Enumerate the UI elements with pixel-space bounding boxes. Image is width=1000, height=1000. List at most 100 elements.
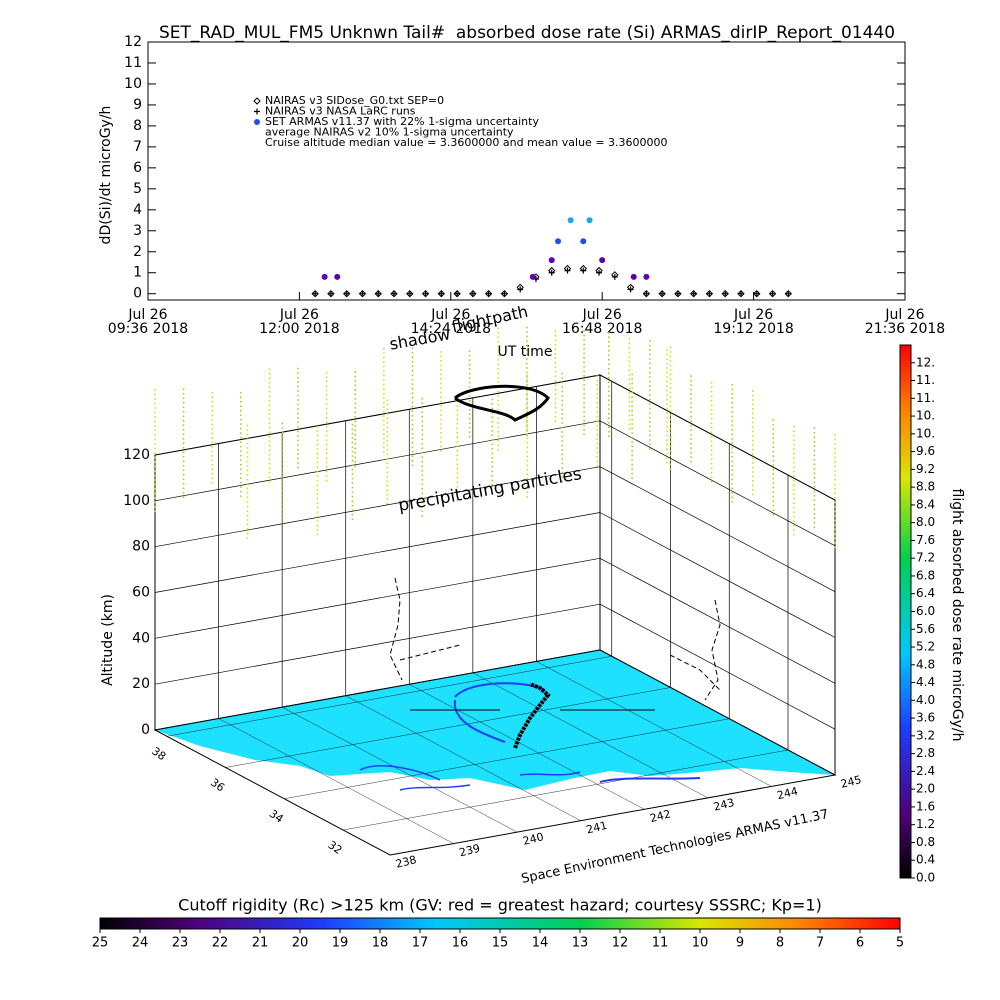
- marker-plus: [690, 290, 697, 297]
- x-tick-label: 245: [839, 773, 863, 791]
- legend-note: Cruise altitude median value = 3.3600000…: [265, 136, 668, 149]
- marker-plus: [517, 286, 524, 293]
- grid-line: [599, 420, 836, 547]
- grid-line: [599, 374, 836, 501]
- marker-circle: [548, 257, 555, 264]
- y-tick-label: 6: [133, 160, 142, 176]
- grid-line: [599, 466, 836, 592]
- colorbar-tick-label: 12: [612, 936, 629, 951]
- z-axis-label: Altitude (km): [100, 594, 116, 686]
- colorbar-tick-label: 2.0: [916, 782, 935, 796]
- x-tick-label: Jul 26: [430, 307, 470, 323]
- colorbar-tick-label: 6: [856, 936, 864, 951]
- colorbar-tick-label: 8.8: [916, 480, 935, 494]
- colorbar-tick-label: 15: [492, 936, 509, 951]
- grid-line: [342, 749, 789, 831]
- colorbar-tick-label: 11: [652, 936, 669, 951]
- marker-plus: [422, 290, 429, 297]
- marker-circle: [643, 273, 650, 280]
- dashed-track: [389, 577, 721, 701]
- marker-circle: [567, 217, 574, 224]
- grid-line: [154, 512, 601, 593]
- colorbar-tick-label: 10.: [916, 409, 935, 423]
- x-tick-label: 16:48 2018: [562, 321, 642, 337]
- marker-circle: [321, 273, 328, 280]
- z-tick-label: 0: [141, 722, 150, 738]
- y-tick-label: 4: [133, 202, 142, 218]
- colorbar-tick-label: 10.: [916, 426, 935, 440]
- x-tick-label: 14:24 2018: [411, 321, 491, 337]
- colorbar-tick-label: 13: [572, 936, 589, 951]
- z-tick-label: 60: [132, 585, 150, 601]
- grid-line: [345, 695, 581, 821]
- x-tick-label: Jul 26: [279, 307, 319, 323]
- marker-plus: [454, 290, 461, 297]
- legend-label: SET ARMAS v11.37 with 22% 1-sigma uncert…: [265, 115, 539, 128]
- grid-line: [472, 672, 708, 799]
- marker-circle: [580, 238, 587, 245]
- colorbar-tick-label: 8: [776, 936, 784, 951]
- marker-plus: [722, 290, 729, 297]
- y-axis-label: dD(Si)/dt microGy/h: [98, 106, 114, 245]
- grid-line: [166, 656, 612, 737]
- grid-line: [599, 649, 836, 776]
- z-tick-label: 80: [132, 539, 150, 555]
- marker-plus: [548, 269, 555, 276]
- colorbar-tick-label: 16: [452, 936, 469, 951]
- marker-plus: [312, 290, 319, 297]
- marker-circle: [254, 119, 260, 125]
- marker-plus: [254, 108, 260, 115]
- x-tick-label: 242: [649, 807, 673, 825]
- z-tick-label: 40: [132, 630, 150, 646]
- colorbar-tick-label: 23: [172, 936, 189, 951]
- colorbar-tick-label: 24: [132, 936, 149, 951]
- x-tick-label: Jul 26: [733, 307, 773, 323]
- grid-line: [599, 512, 836, 638]
- colorbar-tick-label: 20: [292, 936, 309, 951]
- x-tick-label: Jul 26: [884, 307, 924, 323]
- grid-line: [225, 687, 671, 768]
- marker-plus: [659, 290, 666, 297]
- colorbar-tick-label: 5.6: [916, 622, 935, 636]
- y-tick-label: 2: [133, 244, 142, 260]
- colorbar-tick-label: 7: [816, 936, 824, 951]
- grid-line: [409, 684, 645, 810]
- colorbar-tick-label: 11.: [916, 391, 935, 405]
- z-tick-label: 20: [132, 676, 150, 692]
- x-tick-label: 240: [521, 830, 545, 848]
- marker-plus: [785, 290, 792, 297]
- colorbar-tick-label: 5: [896, 936, 904, 951]
- colorbar-tick-label: 9.2: [916, 462, 935, 476]
- grid-line: [218, 718, 454, 844]
- colorbar-tick-label: 12.: [916, 355, 935, 369]
- colorbar-tick-label: 0.4: [916, 853, 935, 867]
- contour: [359, 765, 581, 791]
- colorbar-tick-label: 4.4: [916, 675, 935, 689]
- x-tick-label: 241: [585, 819, 609, 837]
- y-tick-label: 5: [133, 181, 142, 197]
- colorbar-tick-label: 10: [692, 936, 709, 951]
- y-tick-label: 12: [124, 34, 142, 50]
- marker-plus: [643, 290, 650, 297]
- marker-circle: [529, 273, 536, 280]
- y-tick-label: 9: [133, 97, 142, 113]
- colorbar-tick-label: 1.6: [916, 799, 935, 813]
- x-tick-label: 239: [458, 842, 482, 860]
- marker-circle: [586, 217, 593, 224]
- marker-plus: [611, 273, 618, 280]
- marker-plus: [327, 290, 334, 297]
- legend-label: NAIRAS v3 SIDose_G0.txt SEP=0: [265, 94, 444, 107]
- y-tick-label: 3: [133, 223, 142, 239]
- colorbar-tick-label: 17: [412, 936, 429, 951]
- colorbar-tick-label: 0.0: [916, 871, 935, 885]
- colorbar-tick-label: 2.4: [916, 764, 935, 778]
- marker-plus: [753, 290, 760, 297]
- colorbar-tick-label: 14: [532, 936, 549, 951]
- marker-diamond: [253, 97, 261, 105]
- marker-circle: [555, 238, 562, 245]
- legend-label: NAIRAS v3 NASA LaRC runs: [265, 105, 416, 118]
- marker-circle: [334, 273, 341, 280]
- marker-plus: [674, 290, 681, 297]
- legend-note: average NAIRAS v2 10% 1-sigma uncertaint…: [265, 126, 514, 139]
